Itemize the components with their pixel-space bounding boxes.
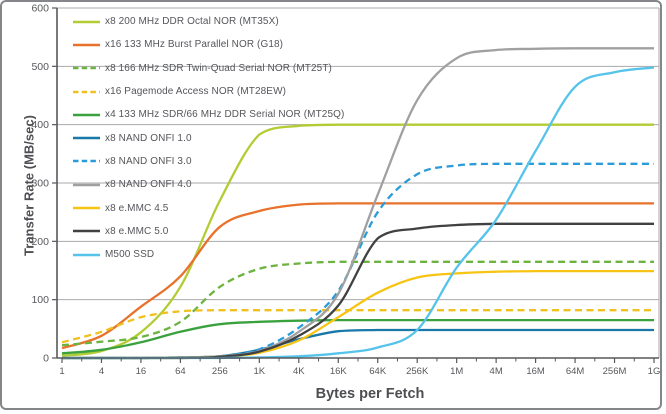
legend-swatch-x8-e-mmc-4-5 (73, 206, 100, 210)
legend-item-x8-nand-onfi-3-0: x8 NAND ONFI 3.0 (73, 150, 344, 173)
series-line-x8-nand-onfi-1-0 (62, 328, 654, 360)
y-tick-label-0: 0 (43, 353, 49, 365)
y-tick-label-100: 100 (31, 294, 49, 306)
y-tick-label-600: 600 (31, 3, 49, 15)
legend-swatch-x8-nand-onfi-3-0 (73, 160, 100, 163)
legend-swatch-x16-pagemode-access-nor-mt28ew (73, 90, 100, 93)
legend-label: x8 166 MHz SDR Twin-Quad Serial NOR (MT2… (105, 62, 332, 74)
x-tick-label-256M: 256M (603, 366, 627, 377)
x-tick-label-16K: 16K (330, 366, 348, 377)
legend-label: x8 NAND ONFI 1.0 (105, 132, 192, 144)
legend-swatch-x8-e-mmc-5-0 (73, 230, 100, 233)
series-line-x16-133-mhz-burst-parallel-nor-g18 (61, 202, 654, 350)
x-tick-label-4K: 4K (293, 366, 305, 377)
legend-item-m500-ssd: M500 SSD (73, 243, 344, 266)
x-tick-label-16M: 16M (526, 366, 545, 377)
legend-swatch-x16-133-mhz-burst-parallel-nor-g18 (73, 43, 100, 47)
legend-swatch-x8-nand-onfi-1-0 (73, 136, 100, 140)
x-tick-label-1: 1 (59, 366, 64, 377)
series-line-x4-133-mhz-sdr-66-mhz-ddr-serial-nor-mt25q (61, 318, 654, 355)
y-axis-title: Transfer Rate (MB/sec) (21, 115, 37, 256)
legend-label: x8 e.MMC 5.0 (105, 225, 169, 237)
x-tick-label-256: 256 (212, 366, 228, 377)
x-tick-label-1G: 1G (648, 366, 661, 377)
series-line-x8-200-mhz-ddr-octal-nor-mt35x (61, 123, 654, 357)
legend-item-x8-166-mhz-sdr-twin-quad-serial-nor-mt25t: x8 166 MHz SDR Twin-Quad Serial NOR (MT2… (73, 57, 344, 80)
x-tick-label-4M: 4M (490, 366, 503, 377)
x-tick-label-16: 16 (136, 366, 147, 377)
x-tick-label-64: 64 (175, 366, 186, 377)
legend-swatch-x8-nand-onfi-4-0 (73, 183, 100, 187)
legend-item-x8-e-mmc-5-0: x8 e.MMC 5.0 (73, 220, 344, 243)
series-line-x16-pagemode-access-nor-mt28ew (61, 309, 654, 344)
legend-label: x8 NAND ONFI 3.0 (105, 155, 192, 167)
legend-item-x4-133-mhz-sdr-66-mhz-ddr-serial-nor-mt25q: x4 133 MHz SDR/66 MHz DDR Serial NOR (MT… (73, 103, 344, 126)
legend-label: M500 SSD (105, 249, 155, 261)
legend-swatch-x4-133-mhz-sdr-66-mhz-ddr-serial-nor-mt25q (73, 113, 100, 117)
x-tick-label-1M: 1M (450, 366, 463, 377)
legend-item-x8-nand-onfi-4-0: x8 NAND ONFI 4.0 (73, 173, 344, 196)
series-line-x8-nand-onfi-3-0 (62, 162, 654, 360)
legend-swatch-x8-200-mhz-ddr-octal-nor-mt35x (73, 20, 100, 23)
legend-label: x8 200 MHz DDR Octal NOR (MT35X) (105, 16, 279, 28)
legend-swatch-m500-ssd (73, 253, 100, 256)
y-tick-label-400: 400 (31, 119, 49, 131)
legend-label: x16 133 MHz Burst Parallel NOR (G18) (105, 39, 284, 51)
legend-item-x16-133-mhz-burst-parallel-nor-g18: x16 133 MHz Burst Parallel NOR (G18) (73, 33, 344, 56)
legend-item-x8-nand-onfi-1-0: x8 NAND ONFI 1.0 (73, 126, 344, 149)
legend-item-x16-pagemode-access-nor-mt28ew: x16 Pagemode Access NOR (MT28EW) (73, 80, 344, 103)
x-tick-label-64K: 64K (369, 366, 387, 377)
legend-label: x16 Pagemode Access NOR (MT28EW) (105, 86, 287, 98)
legend-item-x8-e-mmc-4-5: x8 e.MMC 4.5 (73, 196, 344, 219)
y-tick-label-300: 300 (31, 178, 49, 190)
x-tick-label-1K: 1K (254, 366, 266, 377)
x-tick-label-256K: 256K (406, 366, 429, 377)
legend-label: x8 NAND ONFI 4.0 (105, 179, 192, 191)
legend-label: x4 133 MHz SDR/66 MHz DDR Serial NOR (MT… (105, 109, 345, 121)
x-tick-label-64M: 64M (566, 366, 585, 377)
y-tick-label-500: 500 (31, 61, 49, 73)
x-axis-title: Bytes per Fetch (315, 386, 425, 402)
series-line-x8-166-mhz-sdr-twin-quad-serial-nor-mt25t (61, 260, 654, 347)
legend-swatch-x8-166-mhz-sdr-twin-quad-serial-nor-mt25t (73, 66, 100, 70)
chart-legend: x8 200 MHz DDR Octal NOR (MT35X) x16 133 … (73, 10, 344, 266)
y-tick-label-200: 200 (31, 236, 49, 248)
legend-label: x8 e.MMC 4.5 (105, 202, 169, 214)
legend-item-x8-200-mhz-ddr-octal-nor-mt35x: x8 200 MHz DDR Octal NOR (MT35X) (73, 10, 344, 33)
x-tick-label-4: 4 (99, 366, 104, 377)
